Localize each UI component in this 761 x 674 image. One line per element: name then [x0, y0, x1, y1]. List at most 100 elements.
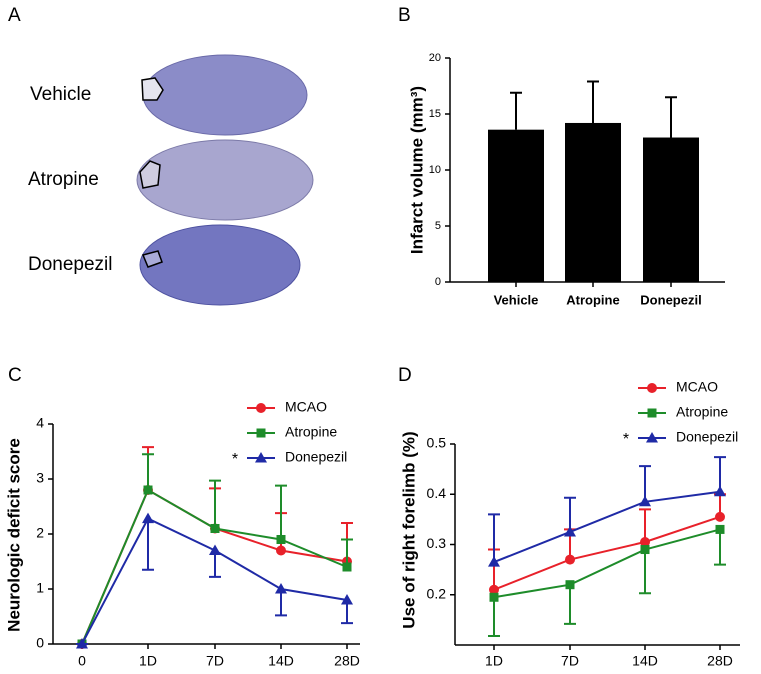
marker — [275, 583, 287, 594]
legend-label: Atropine — [285, 424, 337, 440]
marker — [276, 535, 286, 544]
marker — [564, 525, 576, 537]
error-bar — [639, 549, 651, 595]
legend-label: MCAO — [676, 379, 718, 395]
y-tick-label: 20 — [429, 52, 441, 64]
x-tick-label: 7D — [206, 653, 224, 669]
panel-label: A — [8, 5, 21, 26]
marker — [640, 536, 650, 547]
legend-label: MCAO — [285, 399, 327, 415]
x-tick-label: 14D — [632, 653, 658, 669]
error-bar — [275, 484, 287, 540]
error-bar — [587, 80, 599, 123]
error-bar — [341, 538, 353, 567]
legend-label: Donepezil — [676, 429, 738, 445]
brain-slice — [139, 224, 301, 306]
marker — [488, 556, 500, 567]
annotation: * — [232, 451, 238, 468]
y-tick-label: 0 — [36, 635, 44, 651]
y-tick-label: 10 — [429, 164, 441, 176]
y-tick-label: 0.5 — [427, 435, 447, 451]
infarct-outline — [141, 77, 164, 101]
y-axis-label: Neurologic deficit score — [4, 438, 23, 632]
marker — [639, 495, 651, 507]
error-bar — [510, 91, 522, 130]
marker — [76, 638, 88, 649]
marker — [209, 544, 221, 555]
error-bar — [488, 513, 500, 563]
brain-slices — [136, 54, 314, 306]
legend-label: Donepezil — [285, 449, 347, 465]
y-tick-label: 0.2 — [427, 585, 447, 601]
infarct-outline — [141, 250, 163, 268]
marker — [143, 485, 153, 495]
y-tick-label: 5 — [435, 220, 441, 232]
group-label: Vehicle — [30, 84, 91, 105]
bar — [565, 122, 621, 283]
y-tick-label: 0.3 — [427, 535, 447, 551]
error-bar — [665, 96, 677, 138]
error-bar — [142, 453, 154, 490]
marker — [142, 512, 154, 524]
error-bar — [564, 584, 576, 625]
x-tick-label: 14D — [268, 653, 294, 669]
marker — [489, 592, 499, 602]
brain-slice — [136, 139, 314, 221]
error-bar — [142, 518, 154, 571]
series-line — [493, 490, 721, 564]
marker — [341, 594, 353, 605]
y-tick-label: 2 — [36, 525, 44, 541]
x-tick-label: 28D — [334, 653, 360, 669]
error-bar — [209, 479, 221, 529]
marker — [646, 432, 658, 443]
x-tick-label: 0 — [78, 653, 86, 669]
legend-label: Atropine — [676, 404, 728, 420]
series-line — [81, 517, 348, 645]
y-axis-label: Infarct volume (mm³) — [407, 86, 426, 254]
y-tick-label: 0.4 — [427, 485, 447, 501]
x-tick-label: 1D — [485, 653, 503, 669]
annotation: * — [623, 431, 629, 448]
series-line — [493, 515, 721, 591]
y-tick-label: 15 — [429, 108, 441, 120]
marker — [640, 545, 650, 555]
marker — [256, 428, 266, 438]
panel-label: B — [398, 5, 411, 26]
bar — [643, 137, 699, 282]
x-tick-label: 28D — [707, 653, 733, 669]
marker — [342, 562, 352, 572]
marker — [210, 524, 220, 533]
x-tick-label: 1D — [139, 653, 157, 669]
y-tick-label: 1 — [36, 580, 44, 596]
error-bar — [488, 597, 500, 637]
marker — [647, 408, 657, 418]
y-tick-label: 4 — [36, 415, 44, 431]
x-tick-label: Donepezil — [640, 292, 701, 307]
marker — [489, 584, 499, 595]
infarct-outline — [139, 160, 161, 189]
brain-slice — [142, 54, 308, 136]
x-tick-label: Atropine — [566, 292, 619, 307]
marker — [647, 383, 657, 393]
x-tick-label: 7D — [561, 653, 579, 669]
x-tick-label: Vehicle — [494, 292, 539, 307]
marker — [276, 545, 286, 556]
marker — [714, 485, 726, 497]
y-tick-label: 0 — [435, 276, 441, 288]
bar — [488, 129, 544, 282]
y-axis-label: Use of right forelimb (%) — [399, 431, 418, 628]
marker — [715, 511, 725, 522]
marker — [565, 554, 575, 565]
series-line — [493, 528, 721, 599]
group-label: Atropine — [28, 169, 99, 190]
error-bar — [639, 508, 651, 542]
marker — [256, 403, 266, 413]
marker — [565, 580, 575, 590]
panel-label: D — [398, 365, 412, 386]
error-bar — [714, 529, 726, 566]
group-label: Donepezil — [28, 254, 113, 275]
panel-label: C — [8, 365, 22, 386]
marker — [715, 524, 725, 534]
y-tick-label: 3 — [36, 470, 44, 486]
